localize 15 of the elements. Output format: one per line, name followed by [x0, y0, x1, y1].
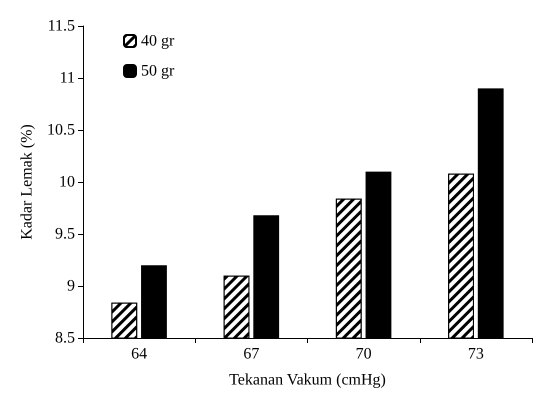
y-tick-label: 9.5	[55, 226, 75, 242]
x-tick-label: 73	[468, 346, 484, 362]
x-tick-label: 67	[243, 346, 260, 362]
y-axis-title: Kadar Lemak (%)	[18, 124, 36, 240]
y-tick-label: 8.5	[55, 330, 75, 346]
y-tick-label: 10	[59, 174, 75, 190]
y-tick-label: 9	[67, 278, 75, 294]
legend-label: 50 gr	[141, 62, 175, 80]
y-tick-label: 10.5	[47, 122, 75, 138]
x-tick-label: 70	[356, 346, 372, 362]
x-axis-title: Tekanan Vakum (cmHg)	[229, 372, 386, 388]
y-tick-label: 11	[60, 70, 75, 86]
x-tick-label: 64	[131, 346, 148, 362]
y-tick-label: 11.5	[48, 18, 75, 34]
legend-label: 40 gr	[141, 32, 175, 50]
